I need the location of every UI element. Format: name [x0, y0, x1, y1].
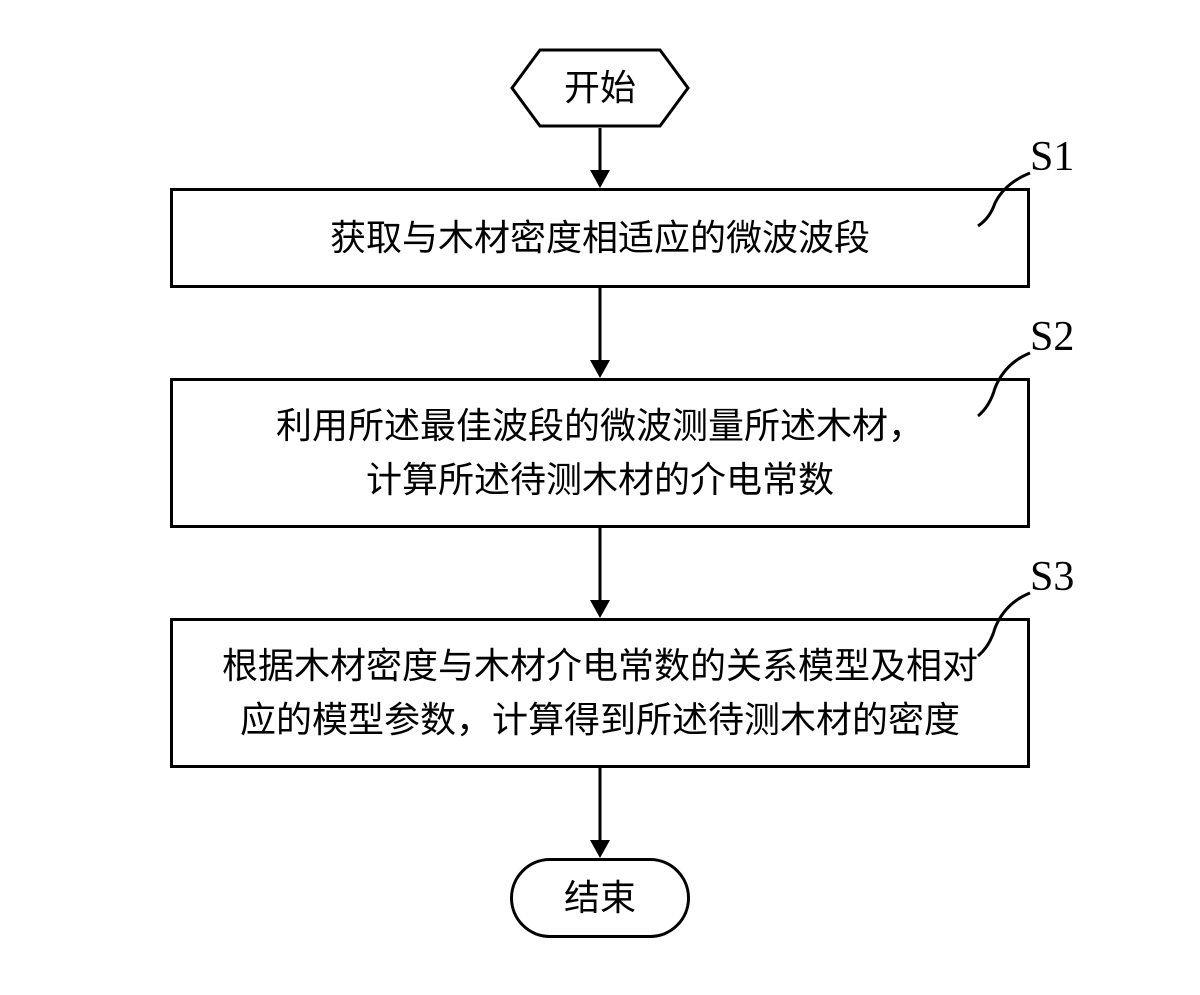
end-label: 结束 — [564, 871, 636, 925]
arrow-2 — [585, 288, 615, 383]
step1-label: 获取与木材密度相适应的微波波段 — [330, 211, 870, 265]
arrow-1 — [585, 128, 615, 193]
arrow-4 — [585, 768, 615, 863]
end-node: 结束 — [510, 858, 690, 938]
step2-node: 利用所述最佳波段的微波测量所述木材， 计算所述待测木材的介电常数 — [170, 378, 1030, 528]
start-label: 开始 — [564, 61, 636, 115]
s1-label: S1 — [1030, 133, 1074, 181]
start-node: 开始 — [510, 48, 690, 128]
flowchart-container: 开始 获取与木材密度相适应的微波波段 S1 利用所述最佳波段的微波测量所述木材，… — [100, 48, 1100, 948]
s2-label: S2 — [1030, 313, 1074, 361]
step2-label-line2: 计算所述待测木材的介电常数 — [276, 453, 924, 507]
s3-label: S3 — [1030, 553, 1074, 601]
step1-node: 获取与木材密度相适应的微波波段 — [170, 188, 1030, 288]
step3-node: 根据木材密度与木材介电常数的关系模型及相对 应的模型参数，计算得到所述待测木材的… — [170, 618, 1030, 768]
step3-label-line2: 应的模型参数，计算得到所述待测木材的密度 — [222, 693, 978, 747]
step2-label-line1: 利用所述最佳波段的微波测量所述木材， — [276, 399, 924, 453]
arrow-3 — [585, 528, 615, 623]
step3-label-line1: 根据木材密度与木材介电常数的关系模型及相对 — [222, 639, 978, 693]
